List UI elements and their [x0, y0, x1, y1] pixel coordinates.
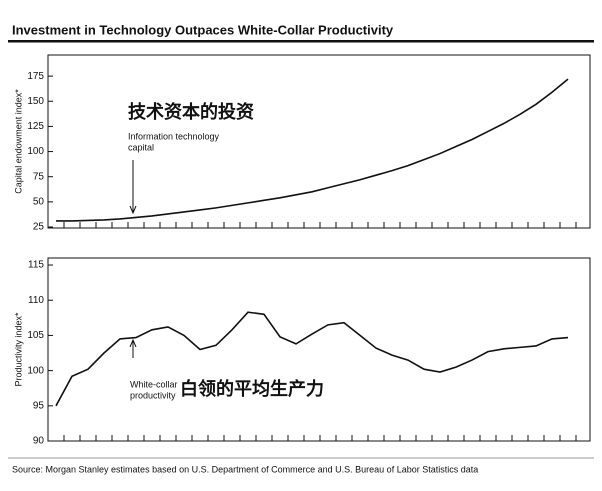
y-tick-label: 100	[27, 365, 44, 376]
annotation-cn: 白领的平均生产力	[180, 378, 324, 399]
y-tick-label: 175	[27, 71, 44, 82]
y-tick-label: 95	[33, 400, 45, 411]
y-tick-label: 125	[27, 121, 44, 132]
annotation: White-collar	[130, 379, 178, 389]
plot-frame	[47, 54, 591, 229]
arrow-head	[129, 205, 137, 215]
title-rule	[8, 40, 594, 43]
y-tick-label: 110	[28, 295, 44, 306]
annotation-cn: 技术资本的投资	[128, 101, 254, 122]
y-tick-label: 115	[28, 260, 44, 271]
y-tick-label: 150	[27, 96, 44, 107]
y-axis-label: Productivity index*	[13, 312, 23, 387]
arrow-head	[129, 338, 137, 348]
plot-frame	[47, 257, 591, 442]
y-tick-label: 100	[27, 146, 44, 157]
source: Source: Morgan Stanley estimates based o…	[12, 464, 478, 474]
y-axis-label: Capital endowment index*	[13, 89, 23, 194]
y-tick-label: 25	[33, 222, 45, 233]
chart-title: Investment in Technology Outpaces White-…	[12, 22, 394, 37]
y-tick-label: 105	[27, 330, 44, 341]
annotation: productivity	[130, 390, 176, 400]
annotation: capital	[128, 142, 154, 152]
data-line	[55, 311, 569, 407]
data-line	[56, 78, 569, 222]
y-tick-label: 90	[33, 436, 45, 447]
y-tick-label: 75	[33, 171, 45, 182]
y-tick-label: 50	[33, 196, 45, 207]
annotation: Information technology	[128, 131, 220, 141]
